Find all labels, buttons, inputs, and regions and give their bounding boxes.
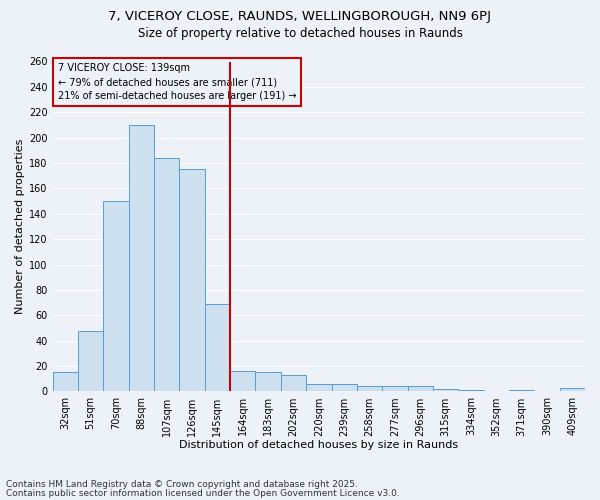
X-axis label: Distribution of detached houses by size in Raunds: Distribution of detached houses by size … bbox=[179, 440, 458, 450]
Bar bbox=[509, 390, 535, 392]
Bar bbox=[78, 330, 103, 392]
Bar bbox=[407, 386, 433, 392]
Bar bbox=[53, 372, 78, 392]
Bar bbox=[281, 375, 306, 392]
Bar bbox=[433, 389, 458, 392]
Text: 7, VICEROY CLOSE, RAUNDS, WELLINGBOROUGH, NN9 6PJ: 7, VICEROY CLOSE, RAUNDS, WELLINGBOROUGH… bbox=[109, 10, 491, 23]
Bar bbox=[382, 386, 407, 392]
Bar bbox=[357, 386, 382, 392]
Text: Size of property relative to detached houses in Raunds: Size of property relative to detached ho… bbox=[137, 28, 463, 40]
Y-axis label: Number of detached properties: Number of detached properties bbox=[15, 139, 25, 314]
Bar bbox=[332, 384, 357, 392]
Bar bbox=[560, 388, 585, 392]
Text: Contains HM Land Registry data © Crown copyright and database right 2025.: Contains HM Land Registry data © Crown c… bbox=[6, 480, 358, 489]
Text: 7 VICEROY CLOSE: 139sqm
← 79% of detached houses are smaller (711)
21% of semi-d: 7 VICEROY CLOSE: 139sqm ← 79% of detache… bbox=[58, 63, 296, 101]
Bar bbox=[230, 371, 256, 392]
Bar bbox=[129, 125, 154, 392]
Bar bbox=[306, 384, 332, 392]
Bar bbox=[179, 170, 205, 392]
Text: Contains public sector information licensed under the Open Government Licence v3: Contains public sector information licen… bbox=[6, 488, 400, 498]
Bar bbox=[154, 158, 179, 392]
Bar bbox=[205, 304, 230, 392]
Bar bbox=[103, 201, 129, 392]
Bar bbox=[256, 372, 281, 392]
Bar bbox=[458, 390, 484, 392]
